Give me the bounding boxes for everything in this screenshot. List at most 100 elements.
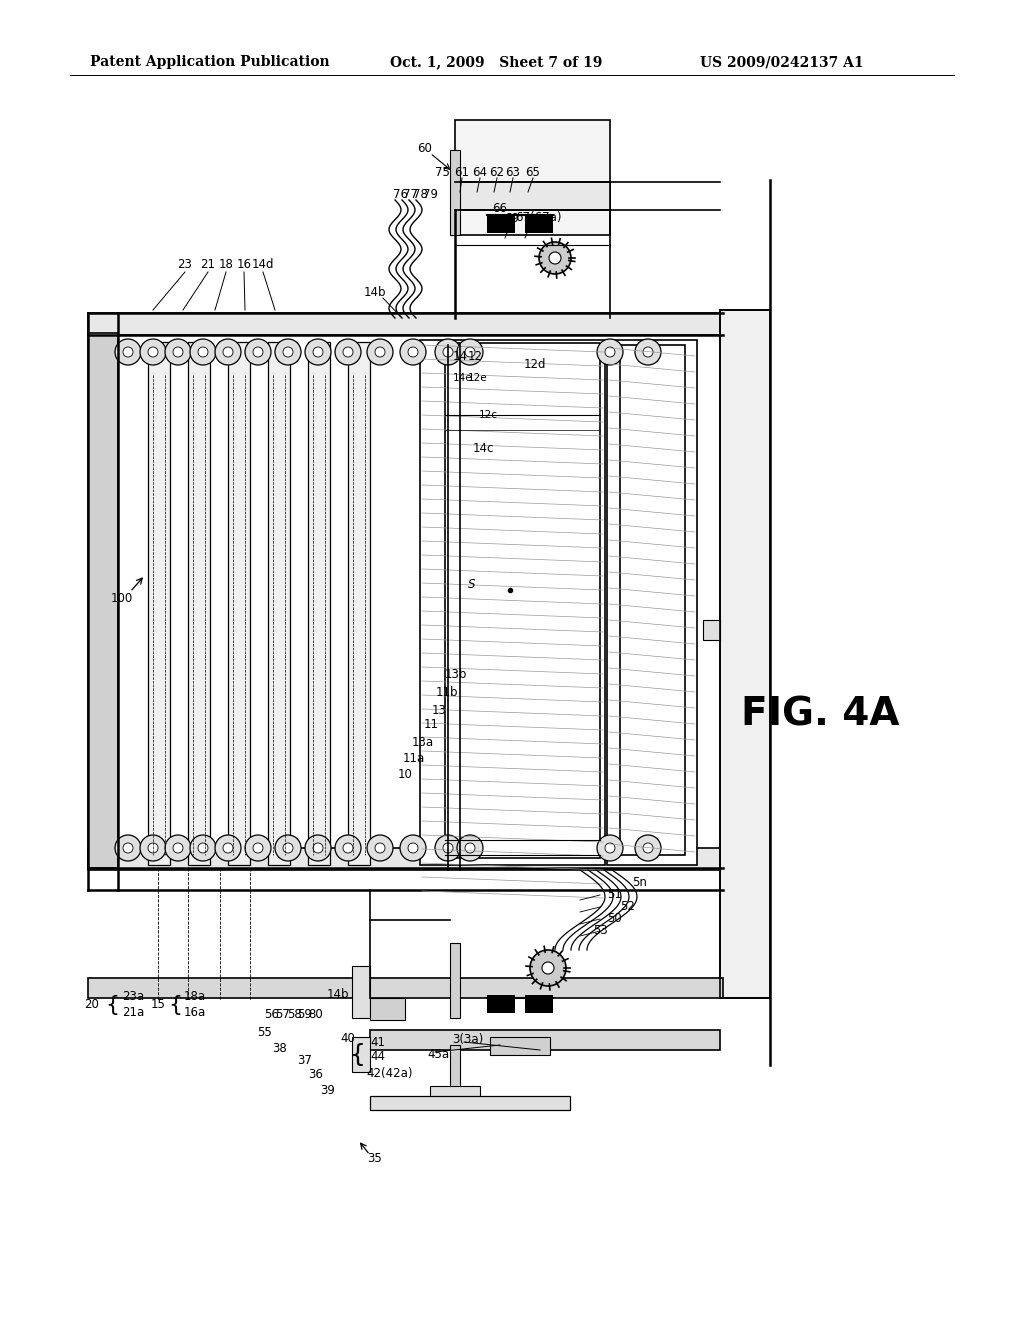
Text: 20: 20 bbox=[85, 998, 99, 1011]
Text: 23: 23 bbox=[177, 259, 193, 272]
Bar bbox=[487, 995, 515, 1012]
Circle shape bbox=[539, 242, 571, 275]
Text: 56: 56 bbox=[264, 1008, 280, 1022]
Bar bbox=[720, 310, 770, 998]
Circle shape bbox=[275, 339, 301, 366]
Circle shape bbox=[253, 843, 263, 853]
Circle shape bbox=[190, 836, 216, 861]
Circle shape bbox=[605, 347, 615, 356]
Text: 75: 75 bbox=[434, 165, 450, 178]
Text: 64: 64 bbox=[472, 165, 487, 178]
Circle shape bbox=[190, 339, 216, 366]
Circle shape bbox=[215, 339, 241, 366]
Bar bbox=[420, 341, 605, 865]
Circle shape bbox=[140, 339, 166, 366]
Circle shape bbox=[215, 836, 241, 861]
Circle shape bbox=[443, 843, 453, 853]
Circle shape bbox=[165, 836, 191, 861]
Circle shape bbox=[305, 836, 331, 861]
Bar bbox=[88, 333, 118, 869]
Text: 11a: 11a bbox=[402, 751, 425, 764]
Bar bbox=[620, 345, 685, 855]
Bar bbox=[703, 620, 720, 640]
Circle shape bbox=[305, 339, 331, 366]
Text: 13b: 13b bbox=[444, 668, 467, 681]
Circle shape bbox=[408, 347, 418, 356]
Circle shape bbox=[198, 843, 208, 853]
Text: 55: 55 bbox=[258, 1026, 272, 1039]
Text: 69: 69 bbox=[505, 211, 519, 224]
Bar bbox=[348, 342, 370, 865]
Bar bbox=[188, 342, 210, 865]
Text: 77: 77 bbox=[402, 189, 418, 202]
Text: 51: 51 bbox=[607, 888, 623, 902]
Text: {: { bbox=[350, 1043, 366, 1067]
Text: Oct. 1, 2009   Sheet 7 of 19: Oct. 1, 2009 Sheet 7 of 19 bbox=[390, 55, 602, 69]
Bar bbox=[228, 342, 250, 865]
Circle shape bbox=[435, 836, 461, 861]
Text: 61: 61 bbox=[455, 165, 469, 178]
Circle shape bbox=[223, 843, 233, 853]
Bar bbox=[148, 342, 170, 865]
Text: 14c: 14c bbox=[472, 441, 494, 454]
Bar bbox=[88, 847, 723, 870]
Text: 21: 21 bbox=[201, 259, 215, 272]
Circle shape bbox=[245, 836, 271, 861]
Circle shape bbox=[530, 950, 566, 986]
Text: 11b: 11b bbox=[436, 686, 459, 700]
Bar bbox=[268, 342, 290, 865]
Bar bbox=[445, 343, 600, 858]
Text: 63: 63 bbox=[506, 165, 520, 178]
Bar bbox=[450, 150, 460, 235]
Text: 76: 76 bbox=[392, 189, 408, 202]
Bar bbox=[370, 998, 406, 1020]
Bar bbox=[607, 341, 697, 865]
Bar bbox=[450, 942, 460, 1018]
Text: 13a: 13a bbox=[412, 735, 434, 748]
Text: 12: 12 bbox=[468, 351, 482, 363]
Circle shape bbox=[400, 836, 426, 861]
Text: 18: 18 bbox=[218, 259, 233, 272]
Circle shape bbox=[335, 339, 361, 366]
Text: 42(42a): 42(42a) bbox=[367, 1067, 414, 1080]
Text: US 2009/0242137 A1: US 2009/0242137 A1 bbox=[700, 55, 863, 69]
Bar bbox=[352, 966, 370, 1018]
Text: 45a: 45a bbox=[427, 1048, 450, 1061]
Circle shape bbox=[367, 836, 393, 861]
Circle shape bbox=[115, 836, 141, 861]
Circle shape bbox=[198, 347, 208, 356]
Text: 18a: 18a bbox=[184, 990, 206, 1003]
Text: {: { bbox=[104, 995, 119, 1015]
Bar bbox=[88, 978, 723, 998]
Text: 38: 38 bbox=[272, 1041, 288, 1055]
Text: 53: 53 bbox=[593, 924, 607, 937]
Circle shape bbox=[253, 347, 263, 356]
Circle shape bbox=[375, 347, 385, 356]
Bar bbox=[308, 342, 330, 865]
Text: 65: 65 bbox=[525, 165, 541, 178]
Circle shape bbox=[223, 347, 233, 356]
Text: Patent Application Publication: Patent Application Publication bbox=[90, 55, 330, 69]
Circle shape bbox=[605, 843, 615, 853]
Circle shape bbox=[435, 339, 461, 366]
Bar bbox=[455, 120, 610, 235]
Circle shape bbox=[148, 843, 158, 853]
Circle shape bbox=[549, 252, 561, 264]
Bar bbox=[370, 1030, 720, 1049]
Circle shape bbox=[283, 843, 293, 853]
Circle shape bbox=[465, 347, 475, 356]
Text: 15: 15 bbox=[151, 998, 166, 1011]
Circle shape bbox=[465, 843, 475, 853]
Text: 44: 44 bbox=[371, 1051, 385, 1064]
Text: 41: 41 bbox=[371, 1035, 385, 1048]
Circle shape bbox=[173, 347, 183, 356]
Circle shape bbox=[643, 347, 653, 356]
Text: 21a: 21a bbox=[122, 1006, 144, 1019]
Text: S: S bbox=[468, 578, 476, 591]
Bar bbox=[525, 995, 553, 1012]
Text: 14b: 14b bbox=[364, 285, 386, 298]
Bar bbox=[455, 182, 610, 210]
Text: 59: 59 bbox=[298, 1008, 312, 1022]
Text: 100: 100 bbox=[111, 591, 133, 605]
Text: 3(3a): 3(3a) bbox=[453, 1034, 483, 1047]
